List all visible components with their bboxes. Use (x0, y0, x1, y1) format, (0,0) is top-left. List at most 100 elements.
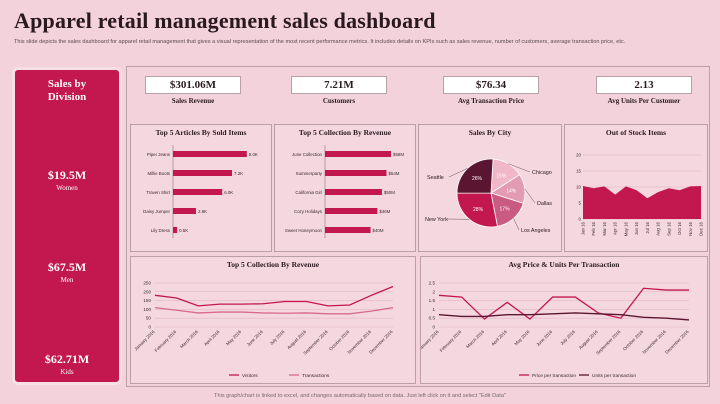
y-tick-label: 20 (576, 153, 581, 158)
men-sales-value: $67.5M (47, 260, 87, 274)
page-description: This slide depicts the sales dashboard f… (14, 39, 626, 45)
tick-label: Cozy Holidays (294, 209, 323, 214)
kpi-customers-label: Customers (322, 97, 356, 105)
y-tick-label: 2.5 (429, 281, 436, 286)
bar (325, 208, 378, 214)
slice-value-label: 28% (473, 207, 484, 213)
kpi-sales-revenue-label: Sales Revenue (171, 97, 215, 105)
slice-value-label: 15% (496, 173, 507, 179)
tick-label: California Girl (295, 190, 322, 195)
data-label: $40M (373, 228, 384, 233)
x-tick-label: March 2016 (179, 329, 199, 349)
y-tick-label: 150 (143, 298, 151, 303)
kids-sales-value: $62.71M (44, 352, 90, 366)
x-tick-label: February 2016 (439, 329, 463, 353)
x-tick-label: Nov 16 (688, 221, 693, 235)
leader-line (508, 163, 531, 173)
slice-value-label: 26% (472, 176, 483, 182)
bar (173, 151, 247, 157)
pie-slice (456, 158, 494, 194)
x-tick-label: Sep 16 (666, 221, 671, 235)
y-tick-label: 200 (143, 289, 151, 294)
data-label: 6.0K (224, 190, 233, 195)
top-articles-chart: Piper Jeans 9.0K Millie Boots 7.2K Traven Sh… (143, 145, 258, 238)
kpi-avg-units-label: Avg Units Per Customer (607, 97, 681, 105)
out-of-stock-panel: Out of Stock Items 0 5 10 15 20 Jan 16 Feb 16 M… (564, 124, 708, 252)
data-label: $50M (384, 190, 395, 195)
top-articles-panel: Top 5 Articles By Sold Items Piper Jeans… (130, 124, 272, 252)
y-tick-label: 2 (432, 289, 435, 294)
area-fill (583, 186, 701, 219)
x-tick-label: October 2016 (328, 329, 351, 352)
x-tick-label: Jan 16 (581, 221, 586, 235)
slice-value-label: 17% (500, 206, 511, 212)
sidebar-title: Sales by Division (47, 78, 87, 103)
y-tick-label: 15 (576, 169, 581, 174)
x-tick-label: April 2016 (490, 329, 508, 347)
chart-title: Sales By City (468, 128, 512, 137)
slice-category-label: Dallas (537, 201, 552, 207)
legend-label: Transactions (302, 373, 330, 379)
footer-note: This graph/chart is linked to excel, and… (214, 393, 506, 399)
series-line (154, 306, 394, 315)
collection-revenue-line-panel: Top 5 Collection By Revenue 0 50 100 150 200… (130, 256, 416, 384)
x-tick-label: September 2016 (595, 329, 622, 356)
x-tick-label: June 2016 (535, 329, 553, 347)
bar (173, 227, 178, 233)
bar (325, 227, 371, 233)
chart-title: Avg Price & Units Per Transaction (508, 260, 620, 269)
series-line (438, 287, 689, 320)
slice-category-label: Chicago (532, 170, 552, 176)
x-tick-label: October 2016 (622, 329, 645, 352)
x-tick-label: January 2016 (133, 329, 156, 352)
data-label: 9.0K (249, 152, 258, 157)
dashboard-frame (126, 66, 710, 387)
x-tick-label: July 2016 (269, 329, 286, 346)
sales-by-division-panel: Sales by Division $19.5M Women $67.5M Me… (12, 67, 122, 385)
y-tick-label: 0.5 (429, 316, 436, 321)
x-tick-label: Dec 16 (699, 221, 704, 235)
bar (325, 151, 392, 157)
sales-by-city-chart: 15% Chicago 14% Dallas 17% Los Angeles 28% New … (425, 158, 552, 234)
chart-title: Out of Stock Items (605, 128, 667, 137)
top-collection-panel: Top 5 Collection By Revenue June Collect… (274, 124, 416, 252)
bar (173, 170, 233, 176)
x-tick-label: February 2016 (154, 329, 178, 353)
top-collection-chart: June Collection $58M Summerparty $54M Califo… (285, 145, 404, 238)
tick-label: Daisy Jumper (143, 209, 170, 214)
kpi-avg-transaction-price-value: $76.34 (443, 76, 539, 94)
data-label: 0.5K (179, 228, 188, 233)
chart-title: Top 5 Collection By Revenue (298, 128, 392, 137)
x-tick-label: July 2016 (559, 329, 576, 346)
women-sales-label: Women (56, 184, 78, 192)
data-label: 7.2K (234, 171, 243, 176)
bar (173, 189, 223, 195)
kpi-customers-value: 7.21M (291, 76, 387, 94)
x-tick-label: Mar 16 (602, 221, 607, 235)
out-of-stock-chart: 0 5 10 15 20 Jan 16 Feb 16 Mar 16 Apr 16 May 16 Ju… (576, 153, 704, 237)
kpi-sales-revenue-value: $301.06M (145, 76, 241, 94)
page-title: Apparel retail management sales dashboar… (14, 8, 436, 33)
x-tick-label: March 2016 (465, 329, 485, 349)
chart-title: Top 5 Collection By Revenue (226, 260, 320, 269)
x-tick-label: May 2016 (225, 329, 243, 347)
data-label: 2.8K (198, 209, 207, 214)
x-tick-label: Feb 16 (591, 221, 596, 235)
tick-label: Piper Jeans (147, 152, 171, 157)
data-label: $54M (388, 171, 399, 176)
x-tick-label: Jun 16 (634, 221, 639, 235)
y-tick-label: 0 (432, 325, 435, 330)
avg-price-units-panel: Avg Price & Units Per Transaction 0 0.5 1 1… (417, 256, 708, 384)
y-tick-label: 250 (143, 281, 151, 286)
y-tick-label: 1.5 (429, 298, 436, 303)
leader-line (448, 168, 468, 178)
series-line (154, 285, 394, 307)
chart-title: Top 5 Articles By Sold Items (155, 128, 247, 137)
data-label: $46M (379, 209, 390, 214)
x-tick-label: Apr 16 (613, 221, 618, 234)
men-sales-label: Men (60, 276, 74, 284)
legend-label: Units per transaction (592, 373, 636, 379)
x-tick-label: January 2016 (421, 329, 440, 352)
tick-label: June Collection (292, 152, 323, 157)
